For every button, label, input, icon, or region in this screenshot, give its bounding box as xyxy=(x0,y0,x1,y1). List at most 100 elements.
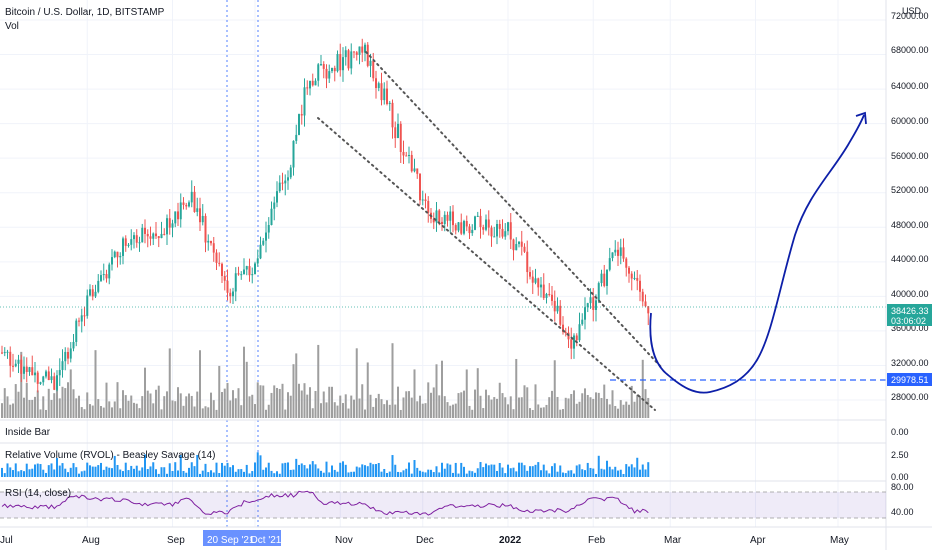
candle-body xyxy=(498,223,501,229)
rvol-bar xyxy=(562,472,564,477)
rvol-bar xyxy=(171,471,174,477)
volume-bar xyxy=(155,389,157,418)
candle-body xyxy=(212,243,215,253)
volume-bar xyxy=(358,398,361,418)
rvol-bar xyxy=(507,464,509,477)
rvol-bar xyxy=(306,468,309,477)
candle-body xyxy=(232,291,234,297)
volume-bar xyxy=(540,407,542,418)
rvol-bar xyxy=(501,467,504,477)
volume-bar xyxy=(61,386,64,418)
rvol-bar xyxy=(619,469,622,477)
candle-body xyxy=(468,226,471,234)
candle-body xyxy=(529,272,531,277)
volume-bar xyxy=(468,405,471,418)
volume-bar xyxy=(394,404,397,418)
candle-body xyxy=(383,88,386,101)
rvol-bar xyxy=(265,467,267,477)
price-tick: 72000.00 xyxy=(891,11,929,21)
rvol-bar xyxy=(83,470,86,477)
volume-bar xyxy=(344,394,347,418)
candle-body xyxy=(460,222,463,234)
volume-bar xyxy=(410,397,413,418)
volume-bar xyxy=(564,397,567,418)
volume-bar xyxy=(479,395,482,418)
candle-body xyxy=(361,46,364,53)
candle-body xyxy=(559,305,562,325)
rvol-bar xyxy=(350,471,353,477)
grid-lines xyxy=(0,0,886,527)
rvol-bar xyxy=(174,462,177,477)
rvol-bar xyxy=(328,472,331,477)
candle-body xyxy=(64,351,67,362)
rvol-bar xyxy=(157,473,160,477)
rvol-bar xyxy=(493,464,496,477)
volume-bar xyxy=(133,402,135,418)
volume-bar xyxy=(625,401,628,418)
rvol-bar xyxy=(344,464,347,477)
rvol-bar xyxy=(606,460,608,477)
rvol-bar xyxy=(570,470,573,477)
candle-body xyxy=(608,258,611,270)
volume-bar xyxy=(105,382,108,418)
volume-bar xyxy=(69,369,72,418)
volume-bar xyxy=(215,409,218,418)
rvol-bar xyxy=(575,465,578,477)
volume-bar xyxy=(45,409,47,418)
rvol-bar xyxy=(333,469,336,477)
volume-bar xyxy=(628,404,630,418)
rvol-bar xyxy=(361,464,364,477)
candle-body xyxy=(39,382,42,384)
candle-body xyxy=(240,274,243,276)
volume-bar xyxy=(232,390,234,418)
rvol-bar xyxy=(78,473,80,477)
rvol-bar xyxy=(320,470,322,477)
rvol-bar xyxy=(146,469,149,477)
time-axis[interactable]: Jul Aug Sep 20 Sep '21 Oct '21 Nov Dec 2… xyxy=(0,530,849,546)
volume-bar xyxy=(168,348,171,418)
volume-bar xyxy=(504,397,507,418)
rvol-bar xyxy=(529,466,531,477)
rvol-bar xyxy=(119,469,122,477)
rvol-bar xyxy=(259,455,262,477)
volume-bar xyxy=(465,369,468,418)
price-axis[interactable]: USD 72000.00 68000.00 64000.00 60000.00 … xyxy=(891,6,929,517)
volume-bar xyxy=(597,392,600,418)
volume-bar xyxy=(413,369,416,418)
rvol-bar xyxy=(515,471,518,477)
rvol-bar xyxy=(6,463,9,477)
volume-bar xyxy=(430,392,432,418)
candle-body xyxy=(127,244,130,246)
rvol-bar xyxy=(149,466,152,477)
volume-bar xyxy=(9,404,12,418)
candle-body xyxy=(287,177,289,181)
volume-bar xyxy=(116,382,119,418)
volume-bar xyxy=(89,404,91,418)
candle-body xyxy=(179,202,182,220)
candle-body xyxy=(72,341,75,349)
candle-body xyxy=(248,266,251,276)
volume-bar xyxy=(262,385,265,418)
rvol-bar xyxy=(50,463,53,477)
rvol-bar xyxy=(353,471,355,477)
volume-bar xyxy=(298,383,300,418)
volume-bar xyxy=(575,403,578,418)
rvol-bar xyxy=(23,471,25,477)
volume-bar xyxy=(438,395,441,418)
candle-body xyxy=(372,60,375,79)
rvol-bar xyxy=(204,463,207,477)
candle-body xyxy=(278,182,281,192)
volume-bar xyxy=(196,391,199,418)
candle-body xyxy=(207,240,210,243)
rvol-bar xyxy=(592,468,595,477)
rvol-bar xyxy=(537,462,540,477)
volume-bar xyxy=(320,403,322,418)
time-label: Aug xyxy=(82,535,100,546)
candle-body xyxy=(14,363,17,367)
rvol-bar xyxy=(636,457,639,477)
candle-body xyxy=(144,227,146,234)
volume-bar xyxy=(383,404,386,418)
price-tick: 36000.00 xyxy=(891,323,929,333)
volume-bar xyxy=(608,404,611,418)
